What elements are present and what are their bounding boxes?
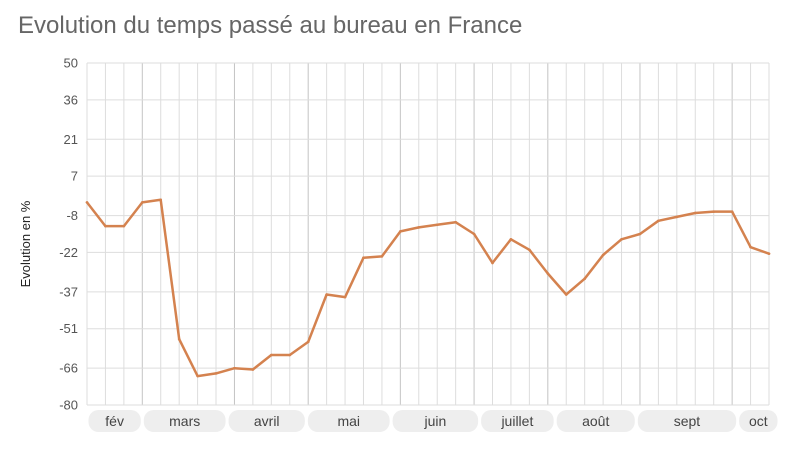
data-point — [693, 211, 697, 215]
data-point — [749, 245, 752, 249]
horizontal-gridlines — [87, 62, 769, 406]
y-tick-label: -22 — [59, 245, 78, 260]
data-point — [85, 201, 89, 204]
month-label: avril — [254, 413, 280, 429]
month-pill — [88, 410, 141, 432]
data-point — [177, 337, 181, 341]
month-label: mars — [169, 413, 200, 429]
y-tick-label: -80 — [59, 398, 78, 413]
data-point — [140, 201, 144, 204]
data-point — [454, 220, 457, 224]
chart-title: Evolution du temps passé au bureau en Fr… — [18, 12, 523, 39]
data-point — [638, 232, 642, 236]
data-point — [491, 261, 494, 265]
data-point — [435, 223, 439, 227]
month-label: août — [582, 413, 609, 429]
month-label: sept — [674, 413, 701, 429]
y-axis-label: Evolution en % — [18, 200, 33, 287]
data-point — [528, 248, 531, 252]
month-pill — [392, 410, 479, 432]
data-point — [730, 210, 734, 213]
month-pill — [556, 410, 635, 432]
data-point — [122, 224, 126, 228]
month-pill — [481, 410, 554, 432]
data-point — [564, 293, 568, 296]
month-axis: fév mars avril mai juin juillet août sept oct — [88, 410, 778, 432]
y-tick-label: 21 — [64, 132, 78, 147]
data-point — [712, 210, 716, 213]
y-tick-label: 7 — [71, 169, 78, 184]
data-point — [343, 295, 347, 299]
data-point — [601, 253, 605, 257]
month-label: mai — [337, 413, 360, 429]
series-line — [85, 198, 771, 378]
data-point — [399, 230, 402, 233]
series-group — [85, 198, 771, 378]
vertical-gridlines — [86, 63, 770, 405]
data-point — [417, 226, 421, 229]
data-point — [288, 353, 292, 357]
data-point — [159, 198, 163, 202]
data-point — [767, 252, 771, 256]
y-tick-labels: 50 36 21 7 -8 -22 -37 -51 -66 -80 — [59, 56, 78, 413]
data-point — [546, 272, 550, 275]
month-label: oct — [749, 413, 768, 429]
data-point — [657, 219, 660, 223]
data-point — [325, 293, 328, 296]
data-point — [509, 237, 513, 241]
month-label: juillet — [500, 413, 533, 429]
data-point — [620, 237, 623, 241]
y-tick-label: -8 — [66, 208, 78, 223]
data-point — [270, 353, 273, 357]
month-pill — [739, 410, 778, 432]
data-point — [583, 277, 586, 281]
month-label: fév — [105, 413, 124, 429]
month-pill — [143, 410, 226, 432]
data-point — [472, 232, 476, 236]
y-tick-label: 50 — [64, 56, 78, 71]
month-pill — [307, 410, 390, 432]
data-point — [362, 256, 365, 259]
data-point — [214, 372, 218, 375]
data-point — [306, 340, 310, 344]
data-point — [104, 224, 107, 228]
data-point — [196, 374, 199, 378]
y-tick-label: -66 — [59, 361, 78, 376]
month-pill — [228, 410, 305, 432]
data-point — [380, 255, 384, 258]
month-label: juin — [423, 413, 446, 429]
data-point — [233, 366, 236, 370]
data-point — [675, 215, 679, 219]
y-tick-label: -51 — [59, 321, 78, 336]
month-pill — [637, 410, 737, 432]
y-tick-label: -37 — [59, 284, 78, 299]
y-tick-label: 36 — [64, 92, 78, 107]
data-point — [251, 368, 255, 371]
